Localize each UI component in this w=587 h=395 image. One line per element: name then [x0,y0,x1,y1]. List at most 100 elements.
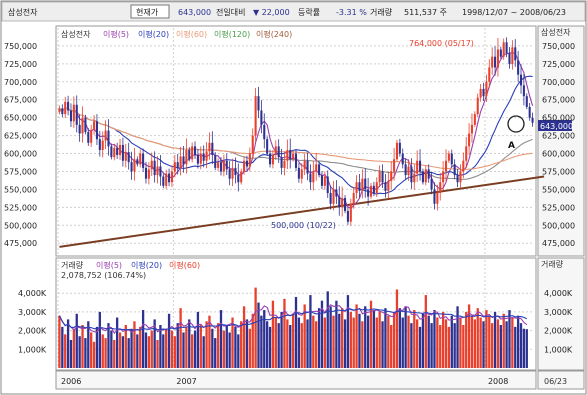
candle-body [318,164,321,176]
candle-body [482,88,485,97]
low-annotation: 500,000 (10/22) [271,221,336,230]
volume-bar [167,313,171,368]
current-price-tag-label: 643,000 [540,122,573,131]
candle-body [81,117,84,134]
volume-bar [364,306,367,368]
volume-bar [101,334,104,368]
volume-bar [188,319,191,368]
volume-tick-right: 4,000K [544,289,573,298]
candle-body [476,97,479,115]
current-price-tag [538,120,572,131]
candle-body [421,171,424,183]
candle-body [494,56,497,68]
candle-body [248,153,251,167]
volume-bar [185,326,188,368]
volume-bar [482,321,485,368]
candle-body [352,193,355,204]
candle-body [185,149,188,165]
candle-body [502,42,505,57]
volume-bar [297,317,301,368]
legend-ma120: 이평(120) [214,29,250,39]
candle-body [188,149,191,160]
candle-body [341,198,344,208]
volume-bar [260,315,263,368]
candle-body [413,173,416,183]
volume-bar [349,311,352,368]
volume-bar [202,336,205,368]
candle-body [528,106,531,118]
candle-body [499,49,502,57]
volume-bar [254,287,257,368]
candle-body [84,117,87,133]
candle-body [95,121,98,140]
volume-bar [107,323,110,368]
volume-bar [404,306,407,368]
change-label: 전일대비 [216,7,245,17]
price-axis-box [537,25,585,257]
candle-body [387,180,390,191]
volume-bar [118,332,122,368]
candle-body [358,182,361,191]
candle-body [401,153,404,165]
current-price-tab[interactable] [130,4,170,19]
candle-body [217,162,220,168]
volume-bar [395,289,399,368]
volume-bar [173,336,176,368]
rate-value: -3.31 % [336,8,367,17]
volume-bar [245,319,249,368]
price-tick-right: 750,000 [542,42,575,51]
volume-bar [127,338,130,368]
candle-body [395,142,399,160]
volume-bar [467,304,471,368]
candle-body [225,160,228,170]
candle-body [228,169,231,179]
candle-body [202,153,205,161]
volume-bar [335,300,338,368]
candle-body [470,124,474,134]
volume-bar [488,315,491,368]
volume-bar [196,311,200,368]
corner-volume-label: 거래량 [541,259,564,269]
candle-body [118,144,122,155]
volume-bar [366,315,370,368]
volume-tick-right: 2,000K [544,327,573,336]
candle-body [133,159,136,172]
candle-body [170,171,173,183]
price-tick-right: 650,000 [542,114,575,123]
volume-bar [92,341,96,368]
candle-body [98,139,101,150]
volume-bars [58,287,528,368]
trendline-group [59,175,545,248]
price-tick-left: 550,000 [4,185,37,194]
stock-name: 삼성전자 [8,7,38,17]
volume-tick-left: 2,000K [18,327,47,336]
volume-bar [447,326,451,368]
support-trendline [59,175,545,248]
volume-bar [234,326,237,368]
candle-body [444,160,448,172]
volume-bar [485,310,488,368]
candle-body [110,146,113,158]
volume-bar [214,338,217,368]
candle-body [517,60,520,75]
volume-bar [170,330,174,368]
candle-body [211,142,214,155]
candle-body [485,81,488,97]
volume-bar [323,317,327,368]
volume-bar [257,302,260,368]
volume-bar [436,317,439,368]
candle-body [312,171,315,183]
volume-bar [387,315,390,368]
candle-body [511,47,514,64]
last-date-label: 06/23 [544,377,567,386]
candle-body [390,171,393,181]
candle-body [349,203,352,222]
volume-bar [58,315,61,368]
volume-bar [473,319,477,368]
candle-body [240,171,243,183]
price-tick-left: 650,000 [4,114,37,123]
volume-bar [211,328,214,368]
candle-body [107,130,110,147]
volume-bar [182,332,185,368]
volume-tick-right: 3,000K [544,308,573,317]
